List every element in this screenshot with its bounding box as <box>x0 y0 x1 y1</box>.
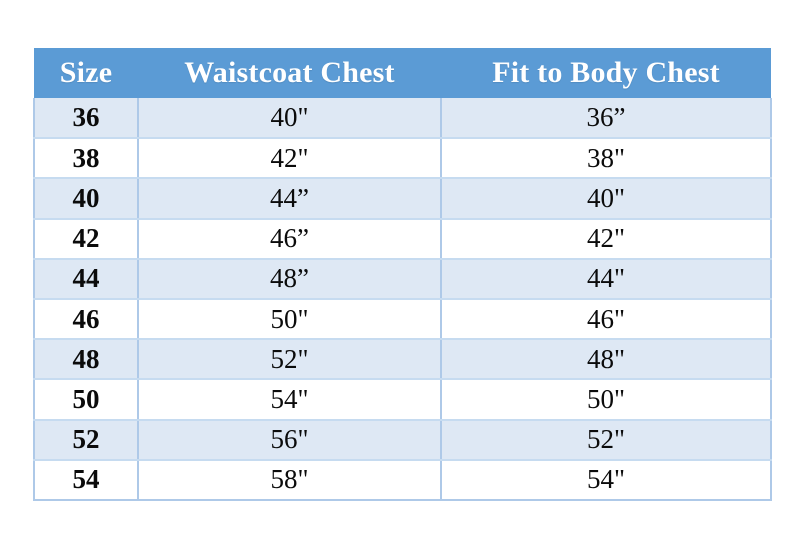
cell-waistcoat-chest: 46” <box>138 218 442 260</box>
table-row: 46 50" 46" <box>33 298 772 341</box>
cell-fit-to-body-chest: 44" <box>441 258 772 300</box>
table-body: 36 40" 36” 38 42" 38" 40 44” 40" 42 46” … <box>33 98 772 501</box>
cell-fit-to-body-chest: 38" <box>441 138 772 180</box>
cell-waistcoat-chest: 42" <box>138 138 442 180</box>
cell-size: 46 <box>33 298 139 341</box>
table-header-row: Size Waistcoat Chest Fit to Body Chest <box>34 48 771 98</box>
cell-fit-to-body-chest: 46" <box>441 298 772 341</box>
cell-fit-to-body-chest: 54" <box>441 459 772 501</box>
cell-size: 36 <box>33 98 139 140</box>
column-header-waistcoat-chest: Waistcoat Chest <box>184 56 395 89</box>
cell-fit-to-body-chest: 50" <box>441 379 772 421</box>
cell-size: 40 <box>33 178 139 220</box>
cell-fit-to-body-chest: 42" <box>441 218 772 260</box>
table-row: 38 42" 38" <box>33 138 772 180</box>
table-row: 48 52" 48" <box>33 339 772 381</box>
size-chart-container: Size Waistcoat Chest Fit to Body Chest 3… <box>33 48 772 501</box>
cell-waistcoat-chest: 54" <box>138 379 442 421</box>
table-row: 36 40" 36” <box>33 98 772 140</box>
cell-size: 38 <box>33 138 139 180</box>
cell-waistcoat-chest: 52" <box>138 339 442 381</box>
cell-size: 50 <box>33 379 139 421</box>
cell-size: 44 <box>33 258 139 300</box>
column-header-size: Size <box>59 56 113 89</box>
table-row: 42 46” 42" <box>33 218 772 260</box>
cell-waistcoat-chest: 58" <box>138 459 442 501</box>
table-row: 54 58" 54" <box>33 459 772 501</box>
table-row: 50 54" 50" <box>33 379 772 421</box>
cell-fit-to-body-chest: 36” <box>441 98 772 140</box>
cell-waistcoat-chest: 48” <box>138 258 442 300</box>
cell-size: 54 <box>33 459 139 501</box>
cell-fit-to-body-chest: 52" <box>441 419 772 461</box>
cell-waistcoat-chest: 40" <box>138 98 442 140</box>
cell-size: 48 <box>33 339 139 381</box>
cell-size: 52 <box>33 419 139 461</box>
table-row: 44 48” 44" <box>33 258 772 300</box>
cell-fit-to-body-chest: 40" <box>441 178 772 220</box>
cell-waistcoat-chest: 50" <box>138 298 442 341</box>
cell-size: 42 <box>33 218 139 260</box>
table-row: 40 44” 40" <box>33 178 772 220</box>
table-header: Size Waistcoat Chest Fit to Body Chest <box>34 48 771 98</box>
table-row: 52 56" 52" <box>33 419 772 461</box>
cell-fit-to-body-chest: 48" <box>441 339 772 381</box>
column-header-fit-to-body-chest: Fit to Body Chest <box>492 56 720 89</box>
cell-waistcoat-chest: 56" <box>138 419 442 461</box>
cell-waistcoat-chest: 44” <box>138 178 442 220</box>
size-chart-table: Size Waistcoat Chest Fit to Body Chest 3… <box>33 48 772 501</box>
